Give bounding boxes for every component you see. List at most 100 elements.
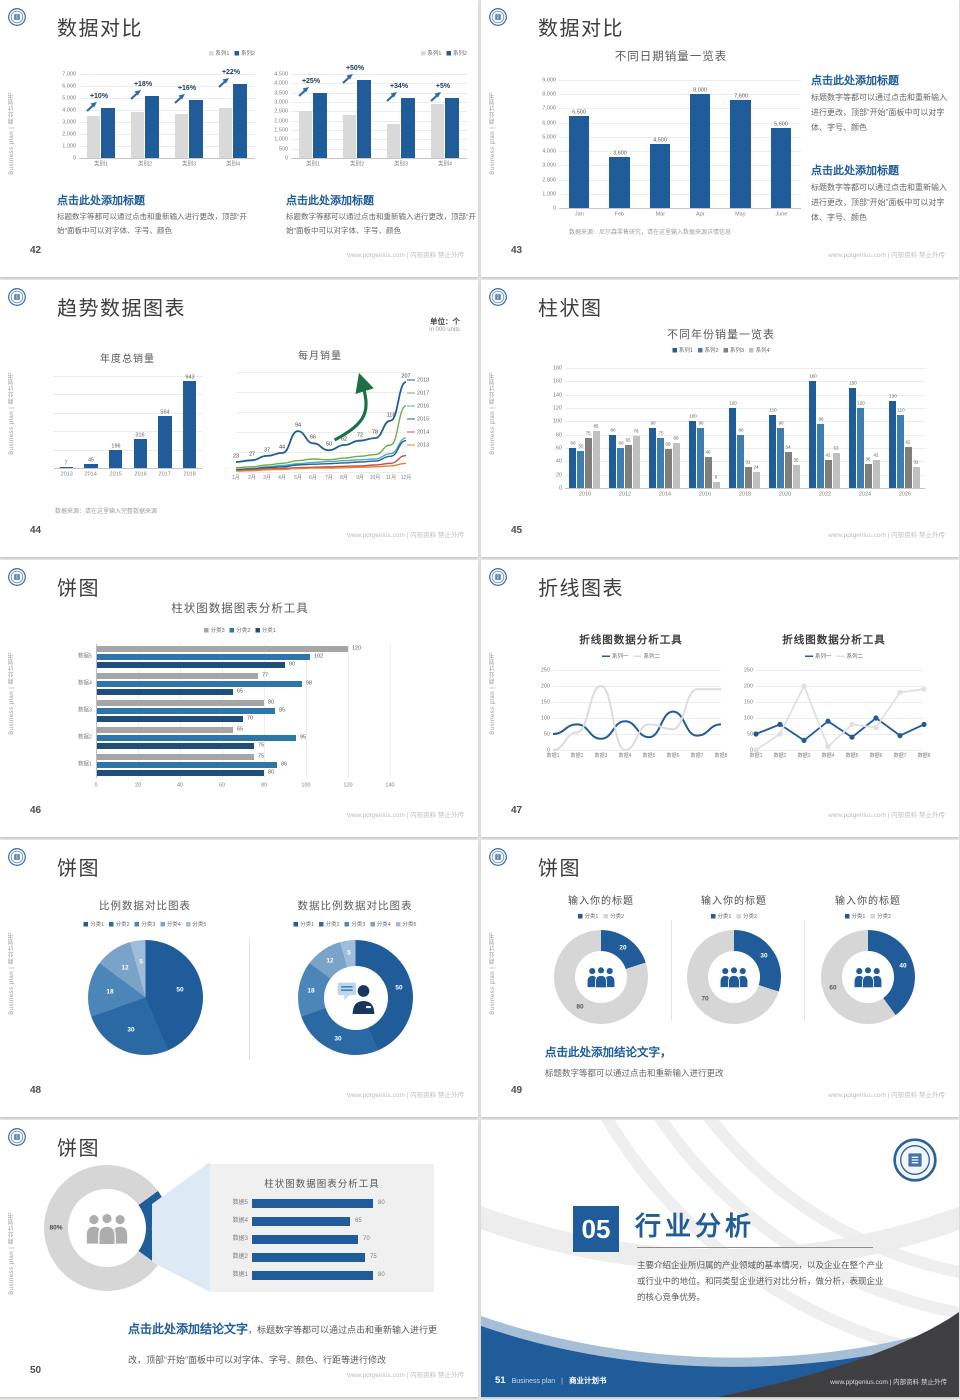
chart-title: 输入你的标题 [568, 896, 634, 907]
page-number: 42 [30, 245, 42, 256]
block-body: 标题数字等都可以通过点击和重新输入进行更改，顶部“开始”面板中可以对字体、字号、… [57, 212, 247, 235]
university-logo-icon [8, 8, 26, 26]
block-title: 点击此处添加标题 [811, 75, 899, 87]
block-body: 标题数字等都可以通过点击和重新输入进行更改，顶部“开始”面板中可以对字体、字号、… [286, 212, 476, 235]
chart-title: 折线图数据分析工具 [782, 634, 886, 646]
slide-48: Business plan | 商业计划书 饼图 比例数据对比图表 分类1 分类2… [0, 840, 478, 1117]
slide-title: 饼图 [57, 578, 100, 600]
slide-title: 饼图 [538, 858, 581, 880]
university-logo-icon [8, 848, 26, 866]
footer-site-text: www.pptgenius.com | 内部资料 禁止外传 [828, 252, 945, 259]
page-number: 50 [30, 1365, 42, 1376]
unit-sublabel: in 000 units [429, 327, 460, 333]
page-number: 51 [495, 1375, 506, 1386]
chart-title: 输入你的标题 [701, 896, 767, 907]
section-body: 主要介绍企业所归属的产业领域的基本情况，以及企业在整个产业或行业中的地位。和同类… [637, 1260, 884, 1303]
block-title: 点击此处添加标题 [811, 165, 899, 177]
chart-title: 输入你的标题 [835, 896, 901, 907]
sidebar-vertical-text: Business plan | 商业计划书 [9, 1212, 15, 1295]
pie-chart: 50 30 18 12 5 [88, 940, 203, 1055]
chart-legend: 系列1 系列2 系列3 系列4 [621, 346, 821, 362]
chart-title: 比例数据对比图表 [99, 900, 191, 912]
chart-legend: 系列一 系列二 [571, 652, 691, 668]
section-number: 05 [573, 1206, 619, 1252]
block-body: 标题数字等都可以通过点击和重新输入进行更改，顶部“开始”面板中可以对字体、字号、… [811, 93, 947, 133]
slide-title: 饼图 [57, 858, 100, 880]
chart-legend: 分类1 分类2 [541, 912, 661, 928]
sidebar-vertical-text: Business plan | 商业计划书 [490, 92, 496, 175]
title-underline [637, 1247, 873, 1248]
chart-title: 柱状图数据图表分析工具 [264, 1179, 380, 1190]
chart-title: 柱状图数据图表分析工具 [171, 603, 309, 615]
slide-46: Business plan | 商业计划书 饼图 柱状图数据图表分析工具 分类3… [0, 560, 478, 837]
slide-51: 05 行业分析 主要介绍企业所归属的产业领域的基本情况，以及企业在整个产业或行业… [481, 1120, 959, 1397]
footer-site-text: www.pptgenius.com | 内部资料 禁止外传 [347, 1092, 464, 1099]
chart-title: 折线图数据分析工具 [579, 634, 683, 646]
bar-chart: 7 2013 45 2014 196 2015 316 2016 564 2017 943 2018 [52, 366, 204, 480]
slide-footer-left: 51 Business plan | 商业计划书 [495, 1375, 607, 1386]
conclusion-title: 点击此处添加结论文字， [545, 1047, 672, 1059]
chart-title: 不同日期销量一览表 [614, 51, 728, 63]
university-logo-icon [8, 288, 26, 306]
divider [671, 920, 672, 1020]
conclusion-body: 标题数字等都可以通过点击和重新输入进行更改 [545, 1068, 724, 1078]
page-number: 44 [30, 525, 42, 536]
chart-legend: 系列1 系列2 [362, 49, 467, 65]
university-logo-icon [8, 1128, 26, 1146]
page-number: 45 [511, 525, 523, 536]
sidebar-vertical-text: Business plan | 商业计划书 [9, 92, 15, 175]
donut-chart: 50 30 18 12 5 [298, 940, 413, 1055]
page-number: 49 [511, 1085, 523, 1096]
block-title: 点击此处添加标题 [286, 195, 374, 207]
horizontal-bar-chart: 数据5 80 数据4 65 数据3 70 数据2 75 数据1 80 [232, 1198, 385, 1280]
divider [249, 938, 250, 1060]
block-body: 标题数字等都可以通过点击和重新输入进行更改，顶部“开始”面板中可以对字体、字号、… [811, 183, 947, 223]
footer-site-text: www.pptgenius.com | 内部资料 禁止外传 [828, 1092, 945, 1099]
university-logo-icon [489, 288, 507, 306]
funnel-shape [152, 1162, 210, 1292]
conclusion-paragraph: 点击此处添加结论文字，标题数字等都可以通过点击和重新输入进行更改，顶部“开始”面… [128, 1314, 440, 1375]
divider [804, 920, 805, 1020]
chart-title: 数据比例数据对比图表 [297, 900, 413, 912]
footer-site-text: www.pptgenius.com | 内部资料 禁止外传 [347, 812, 464, 819]
footer-site-text: www.pptgenius.com | 内部资料 禁止外传 [347, 252, 464, 259]
slide-45: Business plan | 商业计划书 柱状图 不同年份销量一览表 系列1 系… [481, 280, 959, 557]
line-chart: 0 50 100 150 200 250 数据1 数据2 数据3 数据4 数据5 数据6 数据7 数据8 [540, 667, 728, 759]
slide-50: Business plan | 商业计划书 饼图 20%80% 柱状图数据图表分… [0, 1120, 478, 1397]
chart-legend: 分类1 分类2 分类3 分类4 分类5 [255, 920, 455, 936]
page-number: 43 [511, 245, 523, 256]
chart-legend: 分类1 分类2 分类3 分类4 分类5 [45, 920, 245, 936]
conclusion-body: ，标题数字等都可以通过点击和重新输入进行更改，顶部“开始”面板中可以对字体、字号… [128, 1325, 438, 1366]
sidebar-vertical-text: Business plan | 商业计划书 [9, 932, 15, 1015]
sidebar-vertical-text: Business plan | 商业计划书 [9, 372, 15, 455]
block-title: 点击此处添加标题 [57, 195, 145, 207]
page-number: 46 [30, 805, 42, 816]
footer-site-text: www.pptgenius.com | 内部资料 禁止外传 [828, 532, 945, 539]
footer-separator: | [561, 1378, 563, 1385]
background-waves [481, 1120, 959, 1397]
footer-site-text: www.pptgenius.com | 内部资料 禁止外传 [347, 532, 464, 539]
source-note: 数据来源：尼尔森零售研究，请在这里输入数据来源详情信息 [569, 230, 732, 236]
chart-title: 不同年份销量一览表 [667, 329, 775, 341]
slide-title: 饼图 [57, 1138, 100, 1160]
university-logo-icon [489, 848, 507, 866]
chart-legend: 分类3 分类2 分类1 [155, 626, 325, 642]
chart-legend: 分类1 分类2 [674, 912, 794, 928]
slide-47: Business plan | 商业计划书 折线图表 折线图数据分析工具 系列一… [481, 560, 959, 837]
chart-legend: 系列一 系列二 [774, 652, 894, 668]
chart-title: 年度总销量 [100, 354, 155, 365]
footer-english: Business plan [511, 1378, 556, 1385]
line-chart: 1月 2月 3月 4月 5月 6月 7月 8月 9月 10月 11月 12月 23 27 37 44 94 66 5… [232, 372, 430, 481]
footer-site-text: www.pptgenius.com | 内部资料 禁止外传 [830, 1379, 947, 1386]
chart-title: 每月销量 [298, 351, 342, 362]
page-number: 47 [511, 805, 523, 816]
slide-43: Business plan | 商业计划书 数据对比 不同日期销量一览表 0 1,… [481, 0, 959, 277]
sidebar-vertical-text: Business plan | 商业计划书 [9, 652, 15, 735]
sidebar-vertical-text: Business plan | 商业计划书 [490, 372, 496, 455]
chart-legend: 分类1 分类2 [808, 912, 928, 928]
donut-chart: 20 80 [554, 930, 648, 1024]
footer-chinese: 商业计划书 [569, 1376, 607, 1385]
chart-legend: 系列1 系列2 [150, 49, 255, 65]
slide-title: 数据对比 [538, 18, 624, 40]
page-number: 48 [30, 1085, 42, 1096]
